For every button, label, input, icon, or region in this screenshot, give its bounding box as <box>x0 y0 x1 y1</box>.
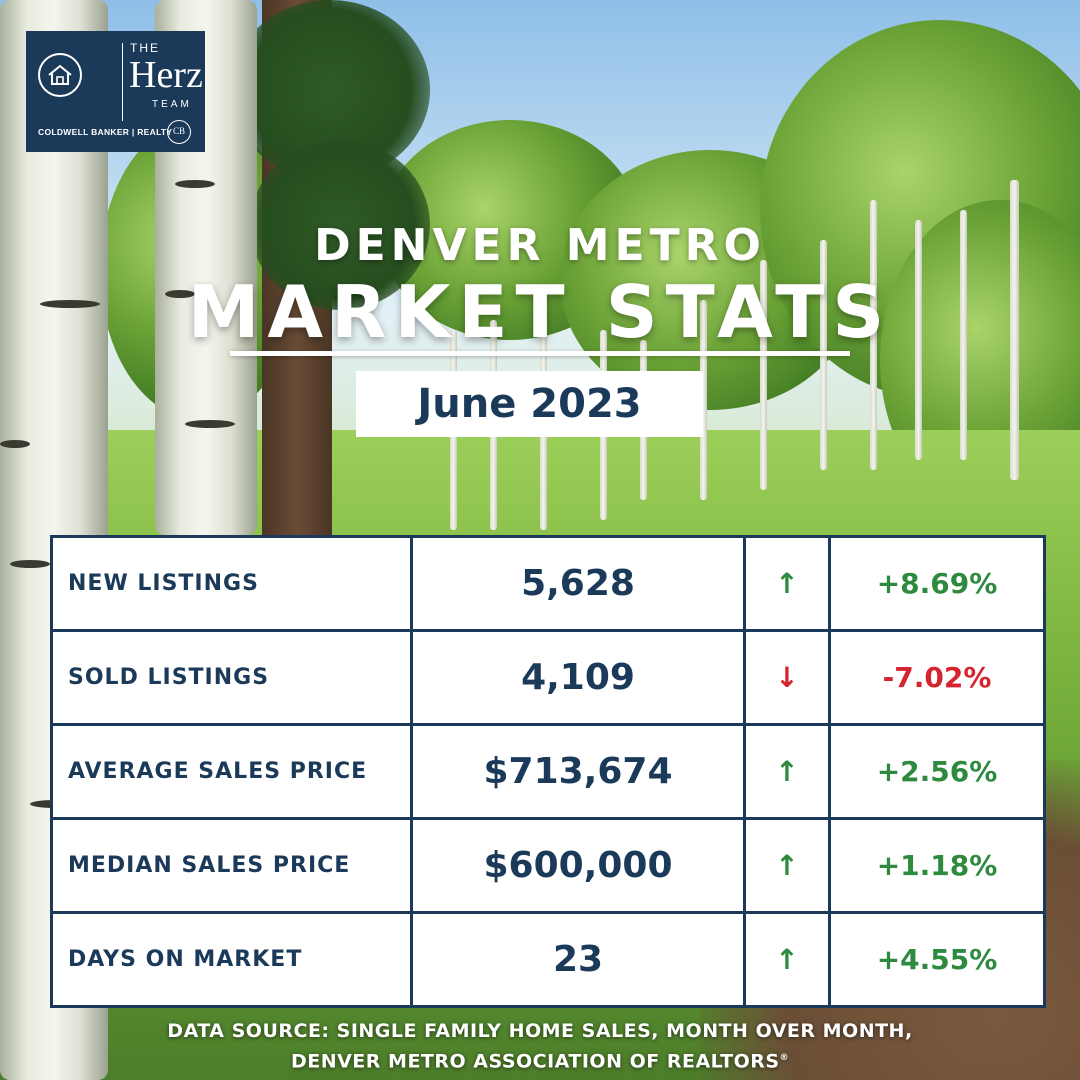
aspen-trunk <box>1010 180 1019 480</box>
stat-label: AVERAGE SALES PRICE <box>50 723 413 820</box>
data-source-note: DATA SOURCE: SINGLE FAMILY HOME SALES, M… <box>0 1018 1080 1075</box>
page-subtitle: DENVER METRO <box>314 220 766 271</box>
stat-value: $713,674 <box>410 723 746 820</box>
stat-label: NEW LISTINGS <box>50 535 413 632</box>
stat-change: +2.56% <box>828 723 1046 820</box>
arrow-up-icon: ↑ <box>743 817 831 914</box>
logo-the: THE <box>130 41 160 55</box>
aspen-trunk <box>870 200 877 470</box>
aspen-trunk <box>760 260 767 490</box>
stat-change: +8.69% <box>828 535 1046 632</box>
arrow-down-icon: ↓ <box>743 629 831 726</box>
arrow-up-icon: ↑ <box>743 535 831 632</box>
registered-mark: ® <box>779 1053 790 1063</box>
pine-foliage <box>250 140 430 310</box>
table-row: MEDIAN SALES PRICE $600,000 ↑ +1.18% <box>50 817 1046 914</box>
logo-divider <box>122 43 123 121</box>
source-line-1: DATA SOURCE: SINGLE FAMILY HOME SALES, M… <box>167 1020 913 1042</box>
aspen-trunk <box>700 300 707 500</box>
bark-mark <box>10 560 50 568</box>
stat-value: 4,109 <box>410 629 746 726</box>
table-row: AVERAGE SALES PRICE $713,674 ↑ +2.56% <box>50 723 1046 820</box>
broker-seal-icon: CB <box>167 120 191 144</box>
source-line-2: DENVER METRO ASSOCIATION OF REALTORS® <box>0 1045 1080 1075</box>
stat-label: DAYS ON MARKET <box>50 911 413 1008</box>
arrow-up-icon: ↑ <box>743 723 831 820</box>
aspen-trunk <box>915 220 922 460</box>
bark-mark <box>165 290 195 298</box>
stat-change: -7.02% <box>828 629 1046 726</box>
aspen-trunk <box>960 210 967 460</box>
herz-team-logo: THE Herz TEAM COLDWELL BANKER | REALTY C… <box>26 31 205 152</box>
bark-mark <box>185 420 235 428</box>
logo-team: TEAM <box>152 99 192 110</box>
page-title: MARKET STATS <box>187 270 893 354</box>
stat-label: SOLD LISTINGS <box>50 629 413 726</box>
bark-mark <box>0 440 30 448</box>
stat-label: MEDIAN SALES PRICE <box>50 817 413 914</box>
stat-value: 23 <box>410 911 746 1008</box>
stat-change: +1.18% <box>828 817 1046 914</box>
report-date: June 2023 <box>356 371 703 437</box>
source-line-2-text: DENVER METRO ASSOCIATION OF REALTORS <box>290 1050 780 1073</box>
stat-value: $600,000 <box>410 817 746 914</box>
stat-change: +4.55% <box>828 911 1046 1008</box>
table-row: SOLD LISTINGS 4,109 ↓ -7.02% <box>50 629 1046 726</box>
aspen-trunk-large <box>155 0 257 535</box>
house-icon <box>38 53 82 97</box>
title-underline <box>230 351 850 356</box>
bark-mark <box>175 180 215 188</box>
logo-name: Herz <box>129 54 203 96</box>
stat-value: 5,628 <box>410 535 746 632</box>
table-row: NEW LISTINGS 5,628 ↑ +8.69% <box>50 535 1046 632</box>
bark-mark <box>40 300 100 308</box>
broker-name: COLDWELL BANKER | REALTY <box>38 127 173 137</box>
table-row: DAYS ON MARKET 23 ↑ +4.55% <box>50 911 1046 1008</box>
market-stats-table: NEW LISTINGS 5,628 ↑ +8.69% SOLD LISTING… <box>50 535 1046 1008</box>
arrow-up-icon: ↑ <box>743 911 831 1008</box>
